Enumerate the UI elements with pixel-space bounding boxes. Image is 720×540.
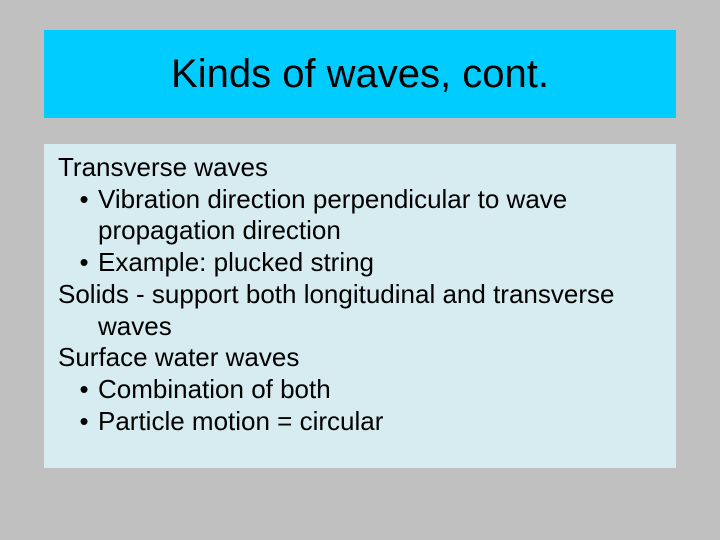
- slide-title: Kinds of waves, cont.: [171, 52, 549, 97]
- bullet-text: Example: plucked string: [98, 247, 662, 279]
- bullet-icon: •: [70, 374, 98, 406]
- bullet-item: • Particle motion = circular: [58, 406, 662, 438]
- bullet-icon: •: [70, 406, 98, 438]
- bullet-text: Particle motion = circular: [98, 406, 662, 438]
- bullet-icon: •: [70, 184, 98, 216]
- body-line: Solids - support both longitudinal and t…: [58, 279, 662, 342]
- slide: Kinds of waves, cont. Transverse waves •…: [0, 0, 720, 540]
- bullet-item: • Vibration direction perpendicular to w…: [58, 184, 662, 247]
- bullet-item: • Example: plucked string: [58, 247, 662, 279]
- bullet-text: Vibration direction perpendicular to wav…: [98, 184, 662, 247]
- body-box: Transverse waves • Vibration direction p…: [44, 144, 676, 468]
- section-heading: Surface water waves: [58, 342, 662, 374]
- title-box: Kinds of waves, cont.: [44, 30, 676, 118]
- bullet-icon: •: [70, 247, 98, 279]
- section-heading: Transverse waves: [58, 152, 662, 184]
- bullet-item: • Combination of both: [58, 374, 662, 406]
- bullet-text: Combination of both: [98, 374, 662, 406]
